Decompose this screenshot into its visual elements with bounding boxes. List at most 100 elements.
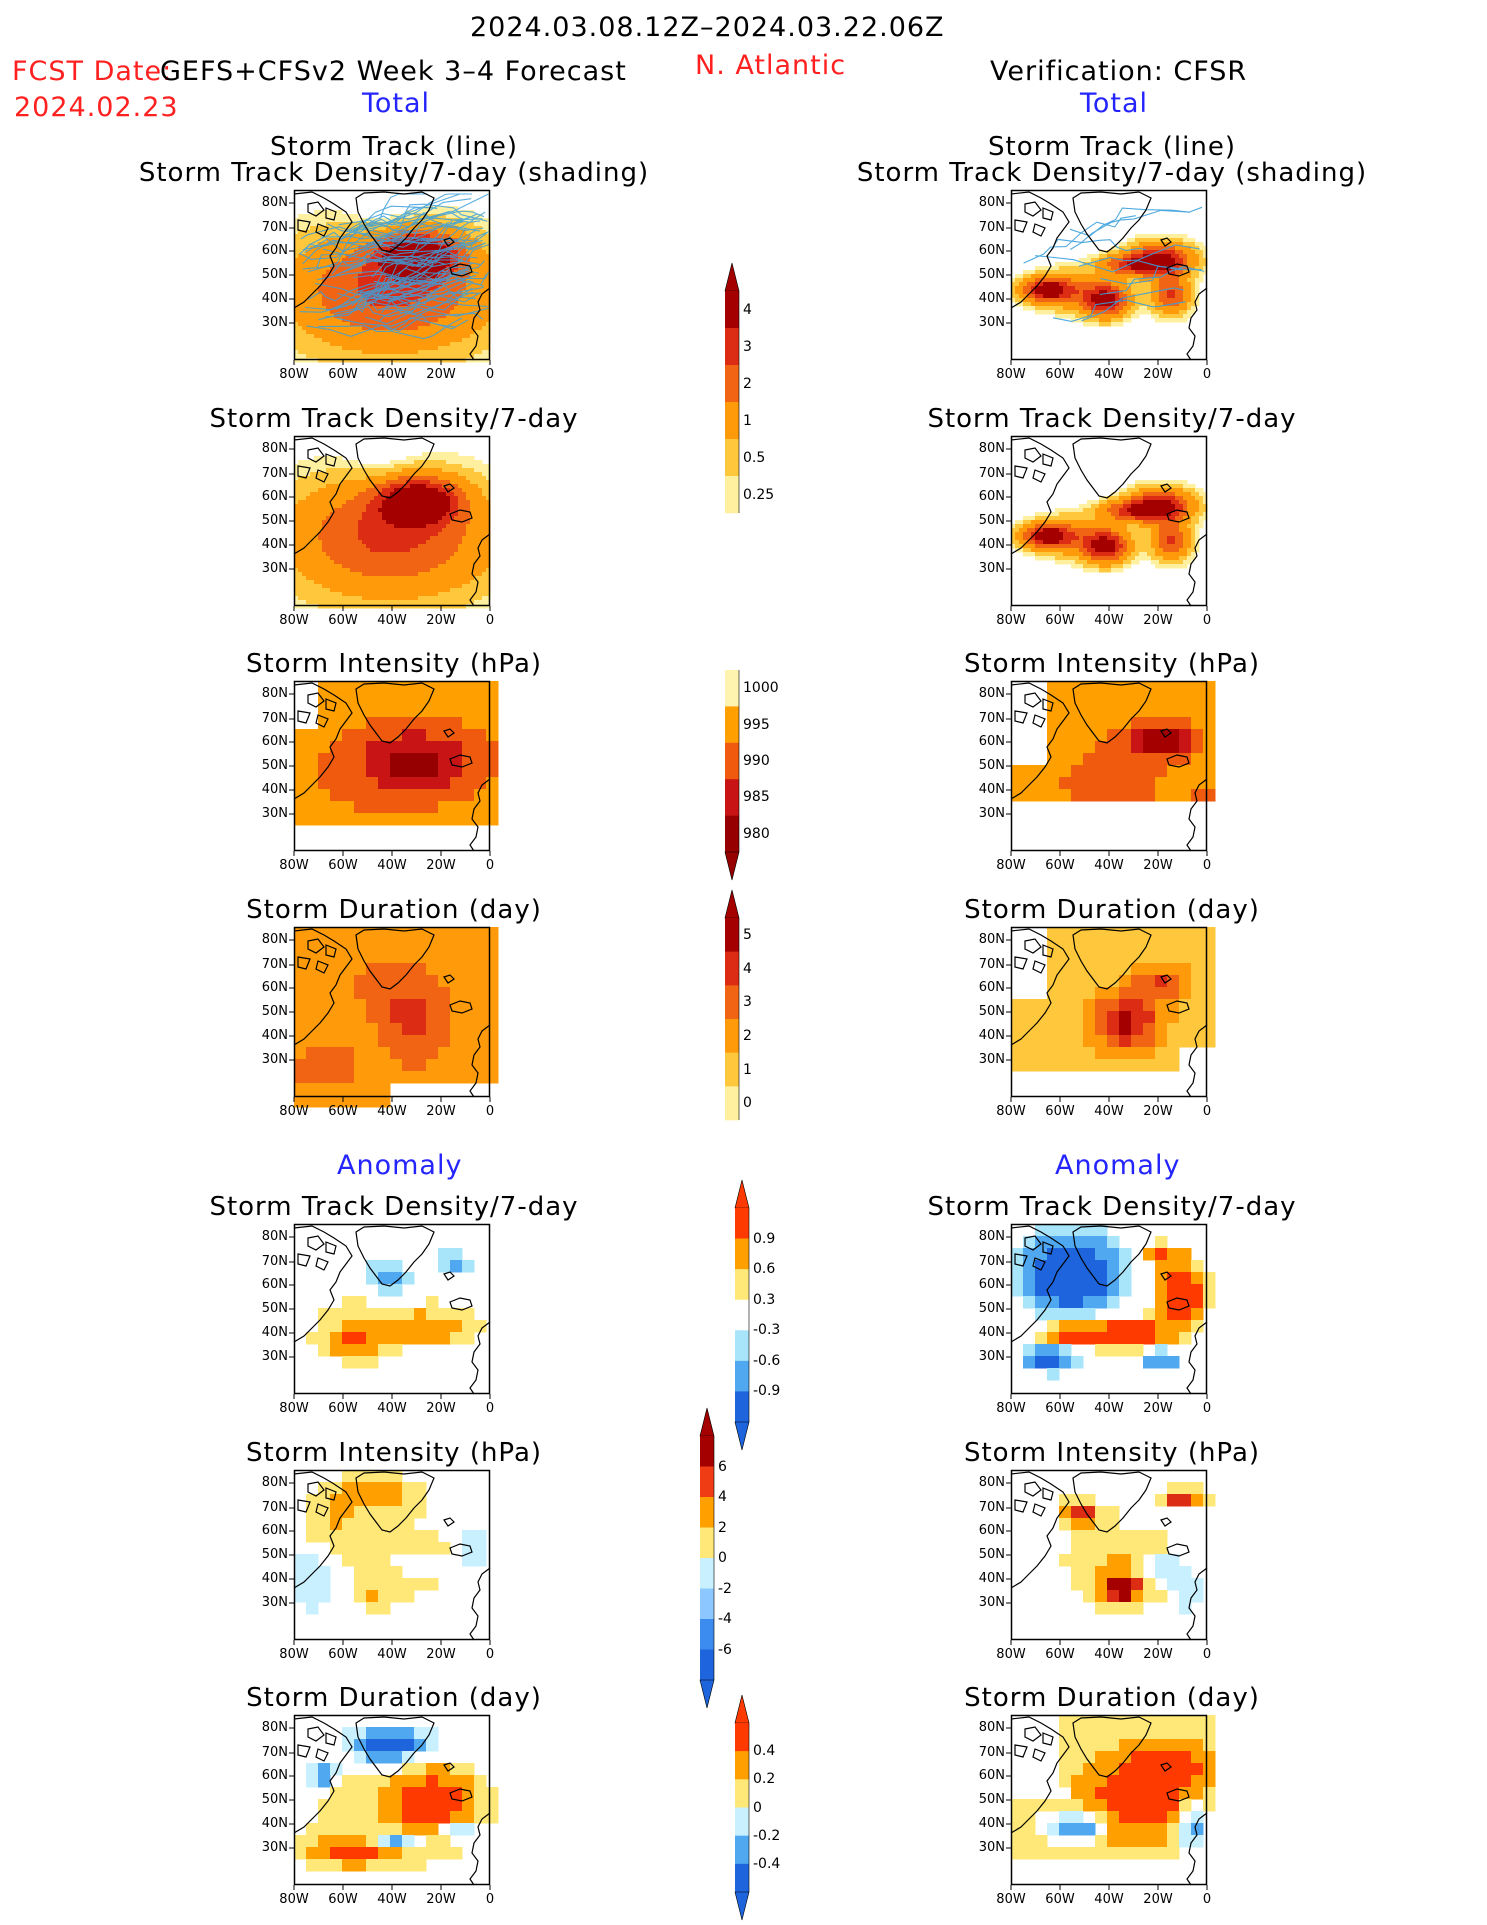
lon-tick-label: 40W (377, 367, 407, 382)
lat-tick-label: 50N (261, 1547, 288, 1562)
lat-tick-label: 80N (261, 1229, 288, 1244)
lon-tick-label: 20W (1143, 1647, 1173, 1662)
lon-tick-label: 60W (328, 367, 358, 382)
lat-tick-label: 80N (261, 1475, 288, 1490)
lat-tick-label: 50N (261, 513, 288, 528)
colorbar-density-anom: 0.9 0.6 0.3 -0.3 -0.6 -0.9 (734, 1179, 780, 1451)
lon-tick-label: 80W (279, 613, 309, 628)
colorbar-label: 0 (718, 1550, 727, 1566)
lon-tick-label: 80W (279, 1647, 309, 1662)
lon-tick-label: 20W (1143, 1104, 1173, 1119)
lon-tick-label: 20W (426, 1647, 456, 1662)
lat-tick-label: 50N (978, 758, 1005, 773)
lon-tick-label: 60W (328, 1401, 358, 1416)
title-duration-left: Storm Duration (day) (246, 895, 542, 925)
lon-tick-label: 0 (1202, 1892, 1212, 1907)
lon-tick-label: 0 (485, 613, 495, 628)
lon-tick-label: 0 (485, 858, 495, 873)
lat-tick-label: 50N (261, 1004, 288, 1019)
lon-tick-label: 40W (377, 858, 407, 873)
colorbar-label: 985 (743, 789, 770, 806)
lon-tick-label: 80W (279, 367, 309, 382)
lon-tick-label: 20W (426, 613, 456, 628)
map-intensity-forecast: 80N 70N 60N 50N 40N 30N 80W 60W 40W 20W 0 (262, 680, 499, 872)
colorbar-label: 0.9 (753, 1230, 776, 1247)
colorbar-label: 0.6 (753, 1261, 776, 1278)
lon-tick-label: 40W (377, 1401, 407, 1416)
colorbar-label: 2 (743, 375, 752, 392)
lat-tick-label: 30N (978, 315, 1005, 330)
colorbar-label: 0.5 (743, 449, 766, 466)
colorbar-label: 0.3 (753, 1291, 776, 1308)
colorbar-label: 0 (743, 1095, 752, 1112)
lon-tick-label: 60W (1045, 858, 1075, 873)
fcst-model: GEFS+CFSv2 Week 3–4 Forecast (160, 56, 627, 87)
lat-tick-label: 60N (978, 980, 1005, 995)
lat-tick-label: 60N (261, 489, 288, 504)
title-density-anom-right: Storm Track Density/7-day (927, 1192, 1297, 1222)
colorbar-label: 6 (718, 1458, 727, 1475)
title-density-left: Storm Track Density/7-day (209, 404, 579, 434)
lon-tick-label: 60W (1045, 1892, 1075, 1907)
lon-tick-label: 80W (996, 1647, 1026, 1662)
lon-tick-label: 20W (1143, 367, 1173, 382)
anomaly-label-right: Anomaly (1055, 1150, 1181, 1181)
lon-tick-label: 40W (377, 1647, 407, 1662)
lon-tick-label: 0 (1202, 367, 1212, 382)
lat-tick-label: 70N (261, 957, 288, 972)
lat-tick-label: 80N (978, 195, 1005, 210)
anomaly-label-left: Anomaly (337, 1150, 463, 1181)
lat-tick-label: 40N (978, 537, 1005, 552)
title-track-shading-left: Storm Track Density/7-day (shading) (138, 158, 650, 188)
lon-tick-label: 80W (996, 613, 1026, 628)
lat-tick-label: 80N (261, 686, 288, 701)
map-density-verification: 80N 70N 60N 50N 40N 30N 80W 60W 40W 20W 0 (979, 435, 1211, 627)
lat-tick-label: 40N (261, 537, 288, 552)
lon-tick-label: 80W (996, 1892, 1026, 1907)
lat-tick-label: 30N (978, 1595, 1005, 1610)
colorbar-duration-anom: 0.4 0.2 0 -0.2 -0.4 (734, 1694, 780, 1921)
lat-tick-label: 70N (261, 1745, 288, 1760)
lat-tick-label: 70N (261, 711, 288, 726)
total-label-left: Total (362, 88, 431, 119)
colorbar-label: 980 (743, 825, 770, 842)
lat-tick-label: 40N (261, 1028, 288, 1043)
colorbar-duration-total: 5 4 3 2 1 0 (724, 889, 752, 1121)
lon-tick-label: 0 (485, 1647, 495, 1662)
lat-tick-label: 30N (261, 1595, 288, 1610)
lat-tick-label: 30N (261, 315, 288, 330)
map-intensity-anom-forecast: 80N 70N 60N 50N 40N 30N 80W 60W 40W 20W 0 (262, 1469, 494, 1661)
colorbar-label: 4 (743, 960, 752, 977)
lat-tick-label: 80N (261, 441, 288, 456)
title-density-right: Storm Track Density/7-day (927, 404, 1297, 434)
title-track-line-right: Storm Track (line) (988, 132, 1236, 162)
colorbar-label: 2 (718, 1519, 727, 1536)
lat-tick-label: 80N (261, 932, 288, 947)
lat-tick-label: 70N (978, 1500, 1005, 1515)
lat-tick-label: 40N (978, 1816, 1005, 1831)
lat-tick-label: 70N (978, 1254, 1005, 1269)
lat-tick-label: 70N (978, 220, 1005, 235)
colorbar-label: 0.2 (753, 1771, 776, 1788)
lat-tick-label: 60N (978, 734, 1005, 749)
lat-tick-label: 30N (978, 561, 1005, 576)
lat-tick-label: 50N (978, 267, 1005, 282)
lon-tick-label: 0 (1202, 858, 1212, 873)
lat-tick-label: 80N (978, 441, 1005, 456)
lat-tick-label: 30N (261, 1349, 288, 1364)
lat-tick-label: 80N (978, 686, 1005, 701)
lon-tick-label: 80W (996, 858, 1026, 873)
lat-tick-label: 70N (978, 957, 1005, 972)
colorbar-label: 1 (743, 1061, 752, 1078)
lon-tick-label: 60W (1045, 1647, 1075, 1662)
lat-tick-label: 30N (978, 806, 1005, 821)
lat-tick-label: 50N (978, 1301, 1005, 1316)
fcst-label: FCST Date: (12, 56, 173, 87)
lat-tick-label: 40N (261, 782, 288, 797)
lat-tick-label: 40N (978, 291, 1005, 306)
lon-tick-label: 60W (1045, 367, 1075, 382)
title-intensity-anom-left: Storm Intensity (hPa) (245, 1438, 543, 1468)
lon-tick-label: 60W (1045, 613, 1075, 628)
lat-tick-label: 70N (978, 466, 1005, 481)
lat-tick-label: 30N (978, 1052, 1005, 1067)
